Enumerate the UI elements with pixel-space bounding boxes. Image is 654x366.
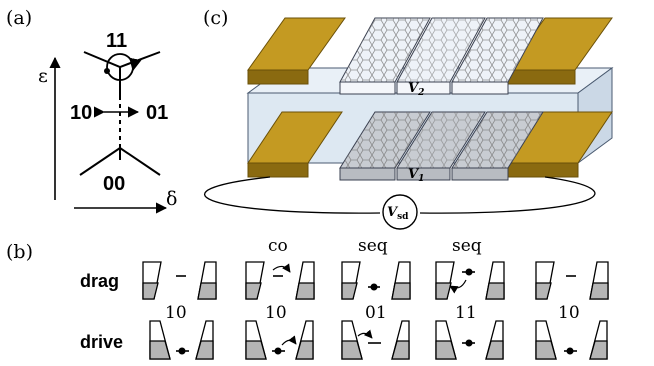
top-strip-1-graphene (340, 18, 430, 82)
panel-a-label: (a) (6, 7, 32, 29)
bottom-left-gold-contact-front (247, 162, 309, 178)
drag-cell-3 (341, 261, 411, 300)
panel-b: (b) drag drive co seq seq 10 10 01 11 10 (6, 236, 609, 360)
drive-cell-2 (245, 320, 314, 360)
lower-boundary-lines (79, 146, 161, 176)
cycle-arrow-icon (129, 57, 142, 72)
top-strip-1-front (339, 81, 396, 95)
col-label-seq-1: seq (358, 236, 388, 256)
vsd-label: Vsd (387, 205, 409, 222)
v2-label: V2 (408, 81, 424, 98)
drive-cell-1 (149, 320, 214, 360)
bottom-strip-1-graphene (340, 112, 430, 168)
drive-cell-4 (435, 320, 504, 360)
row-label-drag: drag (80, 271, 119, 291)
v1-label: V1 (408, 167, 424, 184)
mid-label-4: 11 (455, 303, 477, 323)
state-10-label: 10 (70, 102, 92, 124)
drag-cell-5 (535, 261, 609, 300)
drag-cell-4 (435, 261, 505, 300)
drive-cell-3 (341, 320, 410, 360)
col-label-co: co (268, 236, 288, 256)
row-label-drive: drive (80, 332, 123, 352)
top-left-gold-contact (247, 17, 346, 71)
bottom-strip-3-graphene (452, 112, 543, 168)
bottom-strip-2-front (396, 167, 451, 181)
top-strip-3-front (451, 81, 509, 95)
state-01-label: 01 (146, 102, 168, 124)
panel-a: (a) ε δ 11 10 01 00 (6, 7, 177, 214)
col-label-seq-2: seq (452, 236, 482, 256)
source-drain-wire (203, 176, 596, 214)
drag-cell-1 (142, 261, 217, 300)
bottom-strip-3-front (451, 167, 509, 181)
delta-axis-label: δ (166, 188, 177, 210)
mid-label-5: 10 (558, 303, 580, 323)
panel-b-label: (b) (6, 241, 33, 263)
panel-c-label: (c) (203, 7, 228, 29)
state-00-label: 00 (103, 173, 125, 195)
bottom-strip-2-graphene (397, 112, 485, 168)
top-strip-2-graphene (397, 18, 485, 82)
bottom-strip-1-front (339, 167, 396, 181)
mid-label-2: 10 (265, 303, 287, 323)
state-11-label: 11 (106, 30, 127, 52)
top-left-gold-contact-front (247, 69, 309, 85)
panel-c: (c) V2 V1 (203, 7, 614, 230)
mid-label-1: 10 (165, 303, 187, 323)
top-strip-2-front (396, 81, 451, 95)
drive-cell-5 (535, 320, 608, 360)
top-strip-3-graphene (452, 18, 543, 82)
bottom-right-gold-contact-front (507, 162, 579, 178)
voltage-source-icon (382, 194, 418, 230)
operating-point-dot (104, 68, 110, 74)
epsilon-axis-label: ε (38, 65, 48, 87)
mid-label-3: 01 (365, 303, 387, 323)
top-right-gold-contact-front (507, 69, 576, 85)
drag-cell-2 (245, 261, 315, 300)
